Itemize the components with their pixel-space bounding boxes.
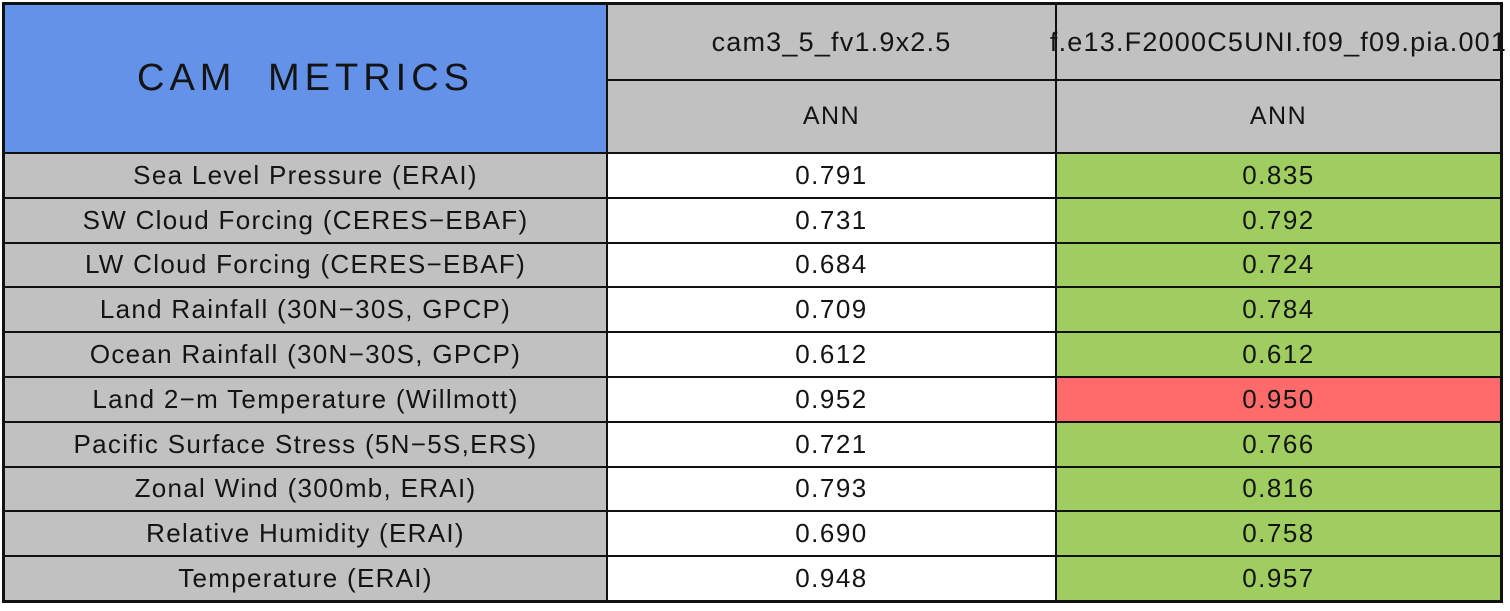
metric-label: Land Rainfall (30N−30S, GPCP) (5, 288, 606, 332)
test-value: 0.950 (1057, 377, 1500, 421)
control-value: 0.948 (608, 557, 1055, 600)
test-value: 0.957 (1057, 557, 1500, 600)
control-value: 0.952 (608, 377, 1055, 421)
metric-label: Relative Humidity (ERAI) (5, 512, 606, 556)
column-header-test-case: f.e13.F2000C5UNI.f09_f09.pia.001 (1050, 5, 1506, 79)
test-value: 0.792 (1057, 198, 1500, 242)
control-value: 0.721 (608, 422, 1055, 466)
metric-label: Ocean Rainfall (30N−30S, GPCP) (5, 333, 606, 376)
control-value: 0.690 (608, 512, 1055, 556)
metric-label: Zonal Wind (300mb, ERAI) (5, 467, 606, 511)
control-value: 0.709 (608, 288, 1055, 332)
test-value: 0.835 (1057, 154, 1500, 197)
test-value: 0.724 (1057, 243, 1500, 287)
page-title: CAM METRICS (5, 5, 606, 152)
column-header-control-case: cam3_5_fv1.9x2.5 (608, 5, 1055, 79)
metric-label: Pacific Surface Stress (5N−5S,ERS) (5, 422, 606, 466)
cam-metrics-table: CAM METRICS cam3_5_fv1.9x2.5 f.e13.F2000… (2, 2, 1506, 603)
metric-label: Temperature (ERAI) (5, 557, 606, 600)
control-value: 0.731 (608, 198, 1055, 242)
metric-label: Sea Level Pressure (ERAI) (5, 154, 606, 197)
test-value: 0.758 (1057, 512, 1500, 556)
test-value: 0.816 (1057, 467, 1500, 511)
control-value: 0.612 (608, 333, 1055, 376)
metric-label: LW Cloud Forcing (CERES−EBAF) (5, 243, 606, 287)
column-subheader-test-season: ANN (1057, 81, 1500, 152)
test-value: 0.612 (1057, 333, 1500, 376)
control-value: 0.684 (608, 243, 1055, 287)
control-value: 0.793 (608, 467, 1055, 511)
control-value: 0.791 (608, 154, 1055, 197)
column-subheader-control-season: ANN (608, 81, 1055, 152)
metric-label: Land 2−m Temperature (Willmott) (5, 377, 606, 421)
test-value: 0.766 (1057, 422, 1500, 466)
test-value: 0.784 (1057, 288, 1500, 332)
metric-label: SW Cloud Forcing (CERES−EBAF) (5, 198, 606, 242)
